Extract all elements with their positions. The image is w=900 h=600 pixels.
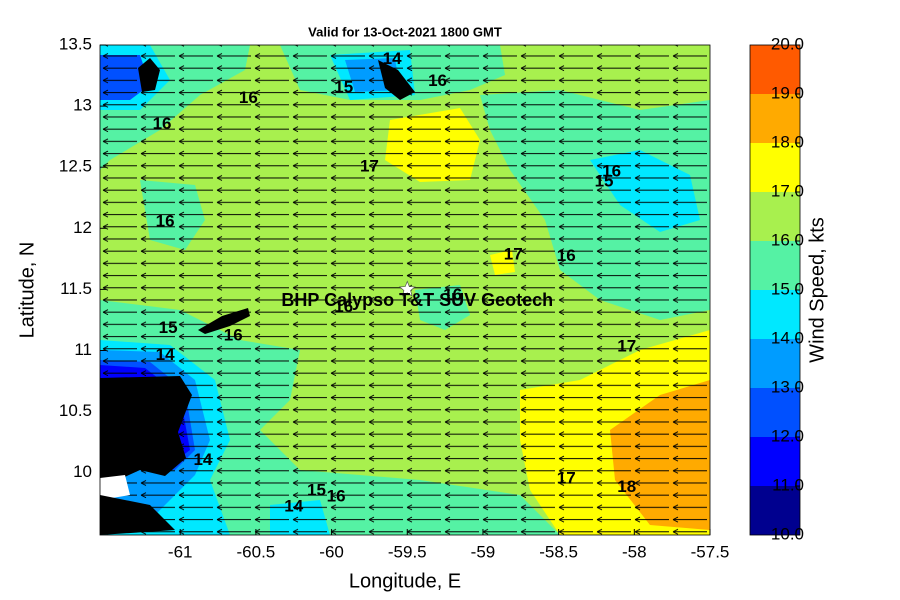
y-axis-label: Latitude, N [16, 242, 38, 339]
colorbar-tick-label: 14.0 [771, 328, 804, 347]
contour-label: 16 [443, 285, 462, 304]
contour-label: 14 [383, 49, 402, 68]
colorbar-tick-label: 19.0 [771, 83, 804, 102]
land-grenada [138, 58, 160, 92]
colorbar-tick-label: 16.0 [771, 230, 804, 249]
contour-label: 15 [334, 77, 353, 96]
colorbar-cell [750, 241, 800, 290]
contour-label: 16 [239, 88, 258, 107]
y-tick-label: 10.5 [59, 401, 92, 420]
y-tick-label: 11.5 [60, 279, 92, 298]
land-mainland [100, 495, 175, 535]
contour-label: 16 [327, 487, 346, 506]
contour-label: 17 [617, 336, 636, 355]
land-trinidad [100, 376, 192, 480]
contour-label: 14 [193, 450, 212, 469]
y-tick-label: 12.5 [59, 157, 92, 176]
x-tick-label: -59.5 [388, 542, 427, 561]
x-tick-label: -59 [471, 542, 496, 561]
contour-label: 16 [156, 212, 175, 231]
contour-label: 15 [595, 171, 614, 190]
contour-label: 17 [504, 245, 523, 264]
x-tick-label: -60.5 [237, 542, 276, 561]
x-tick-label: -57.5 [691, 542, 730, 561]
colorbar-cell [750, 143, 800, 192]
colorbar-cell [750, 45, 800, 94]
x-tick-label: -61 [168, 542, 193, 561]
colorbar-tick-label: 13.0 [771, 377, 804, 396]
colorbar-tick-label: 15.0 [771, 279, 804, 298]
colorbar-tick-label: 12.0 [771, 426, 804, 445]
contour-label: 15 [307, 480, 326, 499]
colorbar-tick-label: 18.0 [771, 132, 804, 151]
colorbar-cell [750, 486, 800, 535]
y-tick-label: 13.5 [59, 34, 92, 53]
colorbar-tick-label: 17.0 [771, 181, 804, 200]
colorbar-cell [750, 192, 800, 241]
x-axis-label: Longitude, E [349, 570, 461, 592]
land-tobago [198, 308, 250, 334]
contour-label: 17 [557, 468, 576, 487]
contour-label: 16 [224, 325, 243, 344]
colorbar-cell [750, 290, 800, 339]
contour-label: 17 [360, 157, 379, 176]
contour-label: 14 [284, 496, 303, 515]
y-tick-label: 12 [73, 218, 92, 237]
colorbar-cell [750, 388, 800, 437]
annotation: BHP Calypso T&T SUV Geotech [281, 290, 553, 310]
colorbar-cell [750, 94, 800, 143]
chart-title: Valid for 13-Oct-2021 1800 GMT [308, 24, 502, 39]
x-tick-label: -58 [622, 542, 647, 561]
colorbar-cell [750, 437, 800, 486]
contour-label: 16 [428, 71, 447, 90]
site-marker [398, 280, 416, 297]
contour-label: 16 [153, 114, 172, 133]
land-barbados [378, 60, 415, 100]
contour-label: 18 [617, 477, 636, 496]
contour-label: 16 [334, 297, 353, 316]
y-tick-label: 10 [73, 462, 92, 481]
x-tick-label: -60 [319, 542, 344, 561]
contour-field [100, 45, 710, 535]
colorbar-tick-label: 11.0 [772, 475, 804, 494]
colorbar-tick-label: 20.0 [771, 34, 804, 53]
y-tick-label: 11 [74, 340, 92, 359]
contour-label: 15 [159, 318, 178, 337]
y-tick-label: 13 [73, 96, 92, 115]
colorbar-label: Wind Speed, kts [806, 217, 828, 363]
land-mainland [100, 475, 130, 500]
contour-label: 16 [602, 162, 621, 181]
contour-label: 14 [156, 345, 175, 364]
colorbar-cell [750, 339, 800, 388]
contour-label: 16 [557, 246, 576, 265]
x-tick-label: -58.5 [539, 542, 578, 561]
plot-frame [99, 44, 711, 536]
colorbar-tick-label: 10.0 [771, 524, 804, 543]
